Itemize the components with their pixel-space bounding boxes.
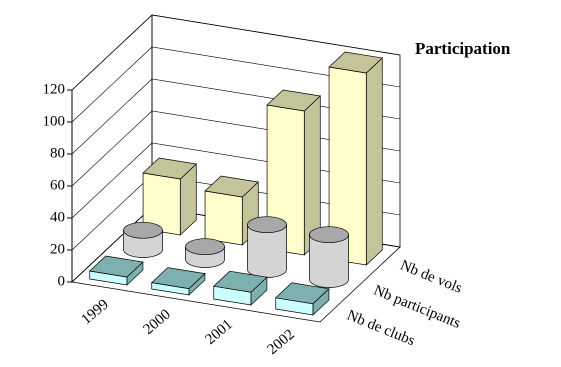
bar-top bbox=[274, 282, 330, 305]
bar-top bbox=[185, 238, 225, 256]
bar bbox=[88, 255, 144, 286]
bar-top bbox=[212, 270, 268, 293]
bar-top bbox=[204, 175, 260, 198]
bar-top bbox=[150, 267, 206, 289]
bar-body bbox=[309, 234, 349, 288]
y-tick-label: 80 bbox=[50, 145, 65, 161]
chart-title: Participation bbox=[415, 39, 511, 58]
series-label: Nb de vols bbox=[398, 258, 464, 297]
y-tick-label: 20 bbox=[50, 241, 65, 257]
bar-front bbox=[204, 190, 243, 246]
bar-top bbox=[328, 51, 384, 74]
y-tick-label: 120 bbox=[43, 81, 66, 97]
bar bbox=[212, 270, 268, 306]
bar-side bbox=[365, 57, 383, 266]
bar bbox=[142, 157, 198, 236]
bar bbox=[185, 238, 225, 268]
x-tick-label: 2002 bbox=[265, 326, 298, 358]
x-tick-label: 2000 bbox=[141, 306, 174, 338]
x-tick-label: 2001 bbox=[203, 316, 236, 348]
bar bbox=[328, 51, 384, 266]
bar-top bbox=[247, 216, 287, 234]
grid-line bbox=[71, 14, 401, 91]
bar-top bbox=[123, 221, 163, 239]
y-tick-label: 40 bbox=[50, 209, 65, 225]
y-tick-label: 0 bbox=[58, 273, 66, 289]
bar-top bbox=[309, 226, 349, 244]
series-label: Nb de clubs bbox=[345, 308, 418, 350]
bar bbox=[309, 226, 349, 288]
bar-top bbox=[266, 89, 322, 112]
bar bbox=[150, 267, 206, 296]
bar bbox=[123, 221, 163, 258]
grid-line bbox=[71, 46, 401, 123]
bar bbox=[274, 282, 330, 316]
bar-body bbox=[247, 224, 287, 278]
x-tick-label: 1999 bbox=[79, 296, 112, 328]
bar-top bbox=[88, 255, 144, 278]
y-tick-label: 60 bbox=[50, 177, 65, 193]
y-tick-label: 100 bbox=[43, 113, 66, 129]
bar bbox=[247, 216, 287, 278]
bar-top bbox=[142, 157, 198, 180]
